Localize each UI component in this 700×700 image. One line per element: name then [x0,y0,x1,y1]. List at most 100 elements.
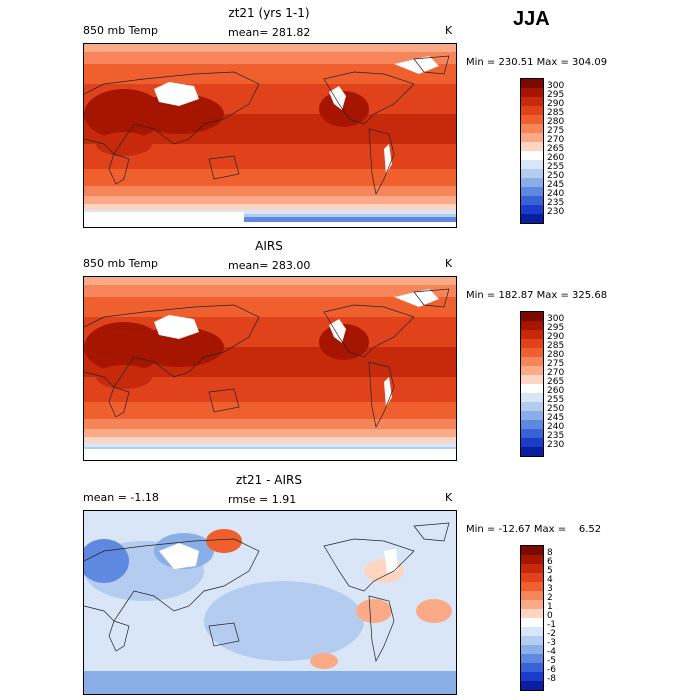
colorbar-tick-label: 300 [547,81,565,91]
colorbar-segment [521,411,543,420]
coastline [368,595,395,663]
coastline [208,155,240,180]
colorbar-tick-label: 245 [547,180,565,190]
colorbar-tick-label: 300 [547,314,565,324]
coastline [323,304,415,358]
antarctica [84,222,456,227]
colorbar-tick-label: 8 [547,548,553,558]
colorbar-tick-label: 295 [547,90,565,100]
temp-band [84,52,456,64]
colorbar-tick-label: 5 [547,566,553,576]
colorbar-segment [521,663,543,672]
temp-band [84,447,456,450]
colorbar-segment [521,447,543,456]
colorbar-tick-label: 280 [547,350,565,360]
hotspot [134,94,224,134]
colorbar-segment [521,546,543,555]
temp-band [84,285,456,297]
panel-stat: rmse = 1.91 [228,493,297,506]
colorbar-segment [521,564,543,573]
colorbar-tick-label: 255 [547,162,565,172]
colorbar-segment [521,151,543,160]
coastline [323,71,415,125]
coastline [413,55,450,75]
temp-band [84,277,456,285]
colorbar-tick-label: 245 [547,413,565,423]
colorbar-segment [521,339,543,348]
temp-band [84,64,456,84]
colorbar-tick-label: 235 [547,431,565,441]
colorbar-tick-label: -1 [547,620,556,630]
panel-unit: K [445,24,453,37]
missing-data [394,56,439,74]
map-plot [83,43,457,228]
temp-band [84,169,456,186]
temp-band [84,44,456,52]
colorbar-tick-label: 1 [547,602,553,612]
colorbar-tick-label: -8 [547,674,556,684]
colorbar-tick-label: 4 [547,575,553,585]
diff-patch [204,581,364,661]
colorbar-segment [521,133,543,142]
colorbar-tick-label: 3 [547,584,553,594]
colorbar-tick-label: -4 [547,647,556,657]
colorbar-segment [521,600,543,609]
temp-band [84,419,456,429]
minmax-text: Min = 230.51 Max = 304.09 [466,57,608,68]
colorbar-segment [521,88,543,97]
hotspot [319,91,369,127]
coastline [368,128,395,196]
coastline [413,288,450,308]
colorbar-segment [521,609,543,618]
colorbar-tick-label: 265 [547,377,565,387]
colorbar-segment [521,402,543,411]
colorbar-segment [521,187,543,196]
colorbar-tick-label: 250 [547,171,565,181]
minmax-text: Min = -12.67 Max = 6.52 [466,524,602,535]
colorbar-tick-label: -5 [547,656,556,666]
panel-unit: K [445,257,453,270]
colorbar-tick-label: 240 [547,422,565,432]
season-label: JJA [513,8,550,30]
colorbar-segment [521,106,543,115]
map-plot [83,510,457,695]
colorbar [520,78,544,224]
colorbar-segment [521,636,543,645]
diff-patch [356,599,392,623]
panel-unit: K [445,491,453,504]
colorbar-segment [521,348,543,357]
colorbar-segment [521,196,543,205]
colorbar-segment [521,681,543,690]
colorbar-segment [521,627,543,636]
minmax-text: Min = 182.87 Max = 325.68 [466,290,608,301]
diff-patch [416,599,452,623]
colorbar-segment [521,330,543,339]
colorbar-tick-label: 285 [547,341,565,351]
colorbar-segment [521,178,543,187]
colorbar-tick-label: 230 [547,440,565,450]
panel-left-label: 850 mb Temp [83,24,159,37]
temp-band [84,214,456,217]
colorbar-segment [521,645,543,654]
panel-title: AIRS [255,239,283,253]
panel-stat: mean= 283.00 [228,259,311,272]
colorbar-segment [521,79,543,88]
colorbar-tick-label: 230 [547,207,565,217]
colorbar-segment [521,438,543,447]
temp-band [84,437,456,443]
colorbar-tick-label: 255 [547,395,565,405]
panel-title: zt21 (yrs 1-1) [228,6,310,20]
missing-data [384,144,392,174]
temp-band [84,402,456,419]
colorbar-segment [521,429,543,438]
colorbar-segment [521,312,543,321]
colorbar-segment [521,393,543,402]
colorbar-tick-label: 240 [547,189,565,199]
coastline [108,620,130,652]
colorbar-segment [521,672,543,681]
colorbar [520,311,544,457]
missing-data [154,82,199,106]
map-plot [83,276,457,461]
colorbar-segment [521,366,543,375]
coastline [208,622,240,647]
